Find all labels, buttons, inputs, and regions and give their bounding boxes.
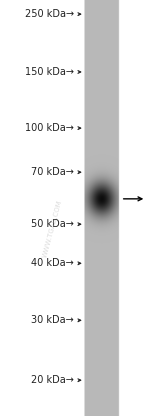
- Bar: [85, 0, 119, 416]
- Text: 100 kDa→: 100 kDa→: [25, 123, 74, 133]
- Text: 20 kDa→: 20 kDa→: [31, 375, 74, 385]
- Text: 250 kDa→: 250 kDa→: [25, 9, 74, 19]
- Text: 50 kDa→: 50 kDa→: [31, 219, 74, 229]
- Text: 150 kDa→: 150 kDa→: [25, 67, 74, 77]
- Text: 30 kDa→: 30 kDa→: [32, 315, 74, 325]
- Text: 70 kDa→: 70 kDa→: [31, 167, 74, 177]
- Text: 40 kDa→: 40 kDa→: [32, 258, 74, 268]
- Text: WWW.TGAB.COM: WWW.TGAB.COM: [42, 199, 63, 258]
